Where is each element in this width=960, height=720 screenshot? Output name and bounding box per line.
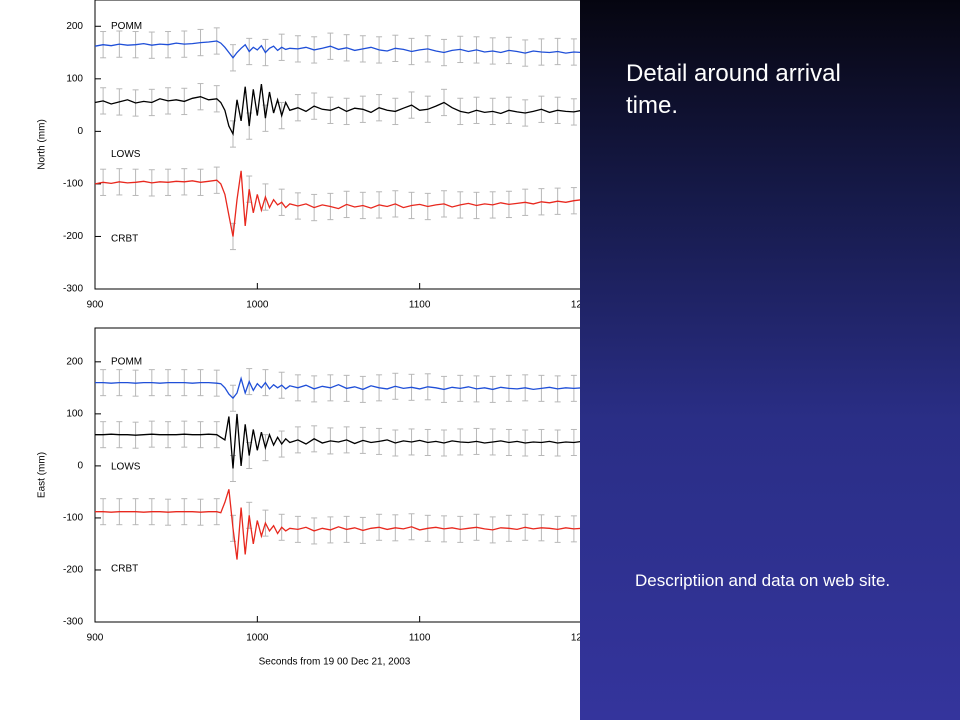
series-label: CRBT (111, 234, 138, 245)
series-label: CRBT (111, 563, 138, 574)
y-tick-label: -200 (63, 231, 83, 242)
series-line (94, 40, 583, 59)
series-label: LOWS (111, 149, 141, 160)
y-tick-label: 200 (66, 356, 83, 367)
y-tick-label: -100 (63, 513, 83, 524)
x-tick-label: 1100 (409, 300, 431, 311)
y-axis-label: East (mm) (37, 452, 48, 498)
series-label: POMM (111, 21, 142, 32)
series-label: POMM (111, 356, 142, 367)
x-tick-label: 1000 (246, 300, 269, 311)
series-line (94, 84, 583, 137)
y-tick-label: 0 (77, 126, 83, 137)
y-tick-label: 100 (66, 73, 83, 84)
y-tick-label: -300 (63, 284, 83, 295)
x-tick-label: 1100 (409, 633, 431, 644)
plot-frame (94, 327, 583, 623)
x-tick-label: 900 (87, 633, 104, 644)
y-tick-label: -200 (63, 565, 83, 576)
y-axis-label: North (mm) (37, 119, 48, 170)
series-line (95, 489, 583, 560)
y-tick-label: -100 (63, 179, 83, 190)
side-panel: Detail around arrival time. Descriptiion… (580, 0, 960, 720)
x-axis-label: Seconds from 19 00 Dec 21, 2003 (259, 657, 411, 668)
note: Descriptiion and data on web site. (635, 571, 891, 590)
series-label: LOWS (111, 461, 141, 472)
y-tick-label: 100 (66, 408, 83, 419)
y-tick-label: 200 (66, 21, 83, 32)
series-line (94, 170, 583, 237)
plot-frame (94, 0, 583, 290)
heading: Detail around arrival time. (626, 60, 841, 119)
series-line (95, 376, 583, 400)
y-tick-label: 0 (77, 461, 83, 472)
series-line (95, 413, 583, 469)
x-tick-label: 1000 (246, 633, 269, 644)
x-tick-label: 900 (87, 300, 104, 311)
y-tick-label: -300 (63, 617, 83, 628)
